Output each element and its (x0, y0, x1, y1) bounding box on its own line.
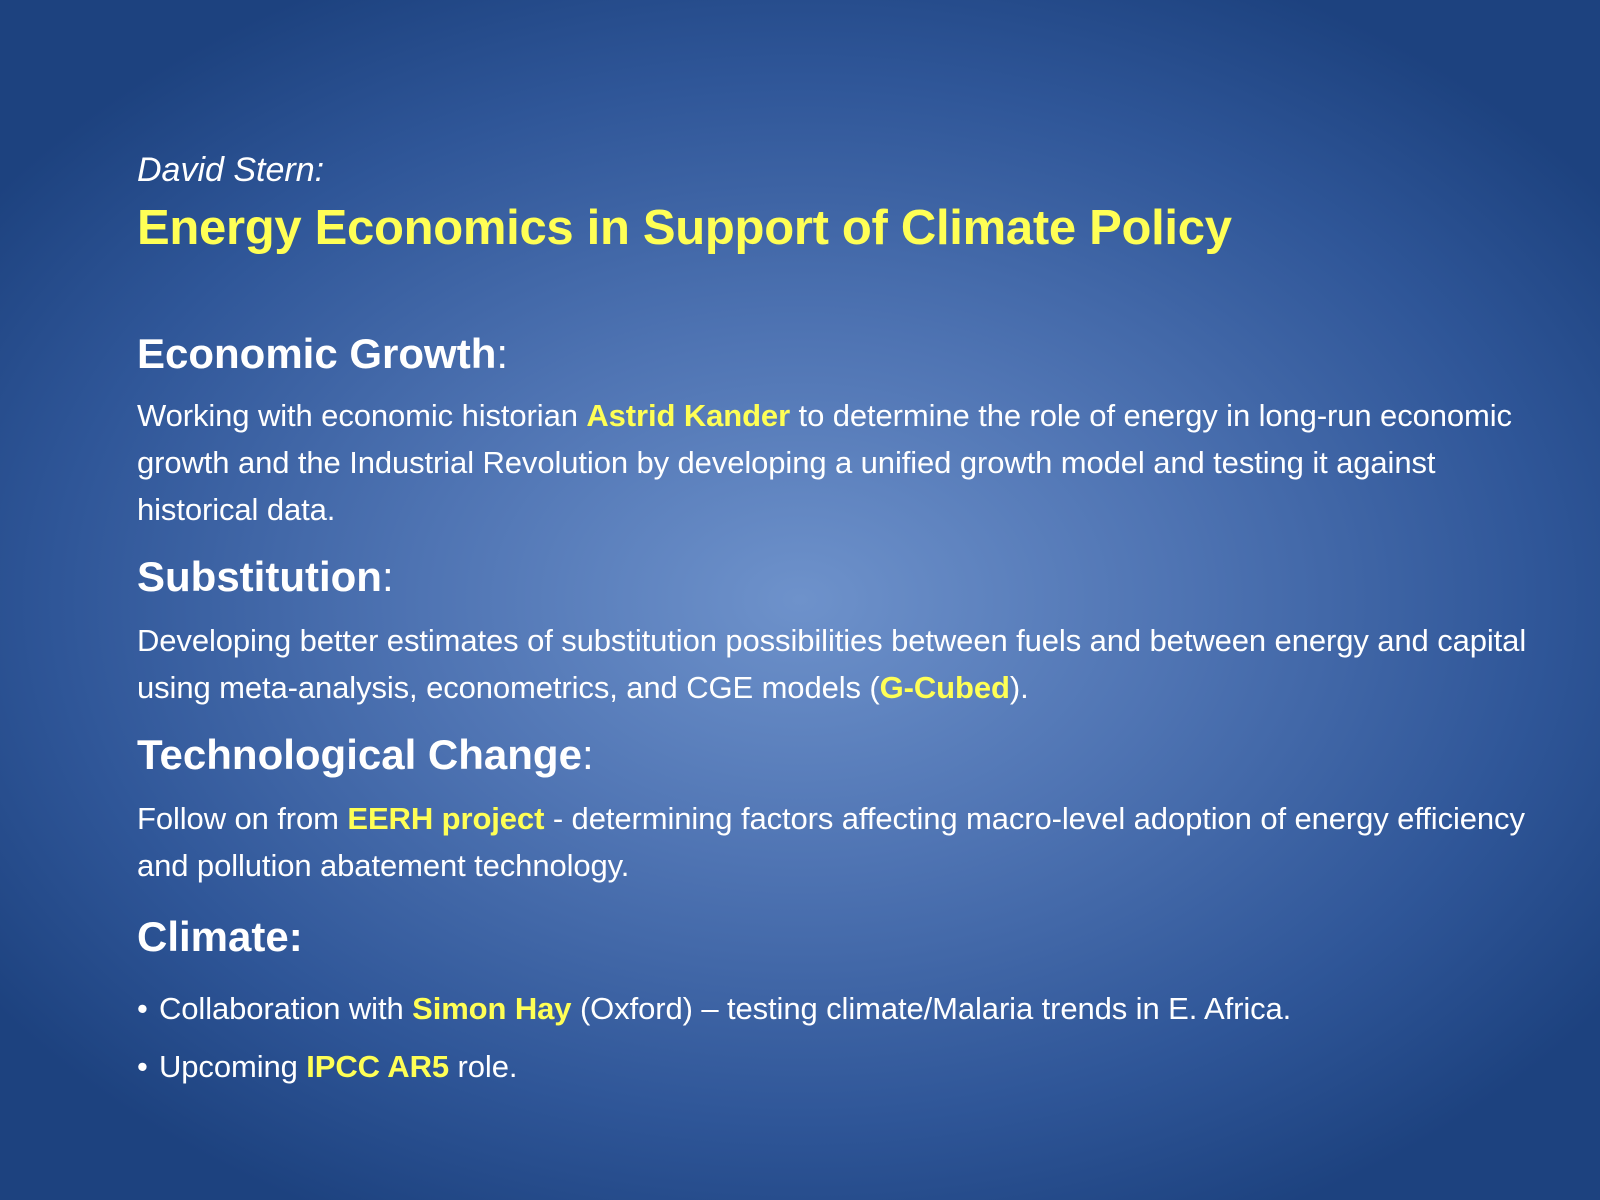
highlight-name: Simon Hay (412, 991, 572, 1026)
section-body-economic-growth: Working with economic historian Astrid K… (137, 392, 1557, 533)
body-text: Working with economic historian (137, 398, 587, 433)
body-text: Follow on from (137, 801, 348, 836)
bullet-dot: • (137, 991, 148, 1026)
slide-content: David Stern: Energy Economics in Support… (137, 150, 1557, 1087)
bullet-dot: • (137, 1049, 148, 1084)
highlight-name: Astrid Kander (586, 398, 791, 433)
highlight-name: IPCC AR5 (306, 1049, 450, 1084)
body-text: (Oxford) – testing climate/Malaria trend… (571, 991, 1292, 1026)
section-heading-colon: : (581, 731, 594, 778)
author-label: David Stern: (137, 151, 325, 189)
highlight-name: EERH project (347, 801, 545, 836)
section-heading-text: Climate: (137, 913, 303, 960)
body-text: ). (1009, 670, 1029, 705)
section-heading-text: Substitution (137, 553, 382, 600)
bullet-item: • Upcoming IPCC AR5 role. (137, 1047, 1557, 1087)
slide-title: Energy Economics in Support of Climate P… (137, 201, 1232, 255)
section-heading-substitution: Substitution: (137, 551, 1557, 603)
section-heading-climate: Climate: (137, 911, 1557, 963)
body-text: to determine the role of energy in long-… (137, 398, 1512, 527)
body-text: - determining factors affecting macro-le… (137, 801, 1525, 883)
section-body-technological-change: Follow on from EERH project - determinin… (137, 795, 1557, 889)
bullet-item: • Collaboration with Simon Hay (Oxford) –… (137, 989, 1557, 1029)
highlight-name: G-Cubed (879, 670, 1010, 705)
body-text: Developing better estimates of substitut… (137, 623, 1527, 705)
section-heading-economic-growth: Economic Growth: (137, 328, 1557, 380)
section-heading-colon: : (381, 553, 394, 600)
section-heading-technological-change: Technological Change: (137, 729, 1557, 781)
section-heading-text: Technological Change (137, 731, 582, 778)
section-heading-text: Economic Growth (137, 330, 497, 377)
section-body-substitution: Developing better estimates of substitut… (137, 617, 1557, 711)
body-text: role. (449, 1049, 518, 1084)
section-heading-colon: : (496, 330, 509, 377)
body-text: Collaboration with (159, 991, 413, 1026)
body-text: Upcoming (159, 1049, 307, 1084)
